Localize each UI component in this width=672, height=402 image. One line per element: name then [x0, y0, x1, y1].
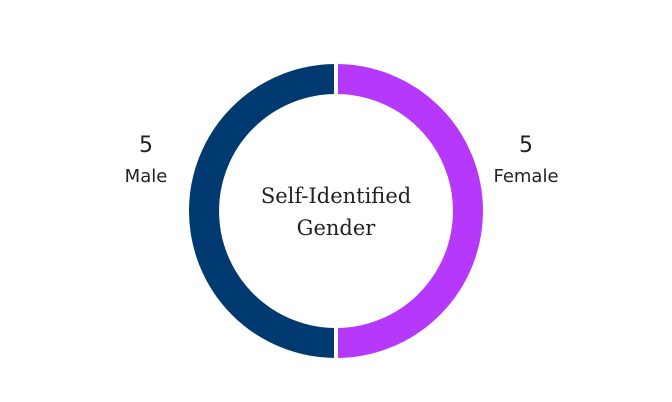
- category-label: Male: [125, 166, 168, 187]
- value-label: 5: [139, 133, 153, 158]
- value-label: 5: [519, 133, 533, 158]
- chart-title: Self-Identified Gender: [260, 184, 412, 240]
- category-label: Female: [493, 166, 558, 187]
- donut-segment: [185, 59, 338, 363]
- donut-segment: [334, 59, 487, 363]
